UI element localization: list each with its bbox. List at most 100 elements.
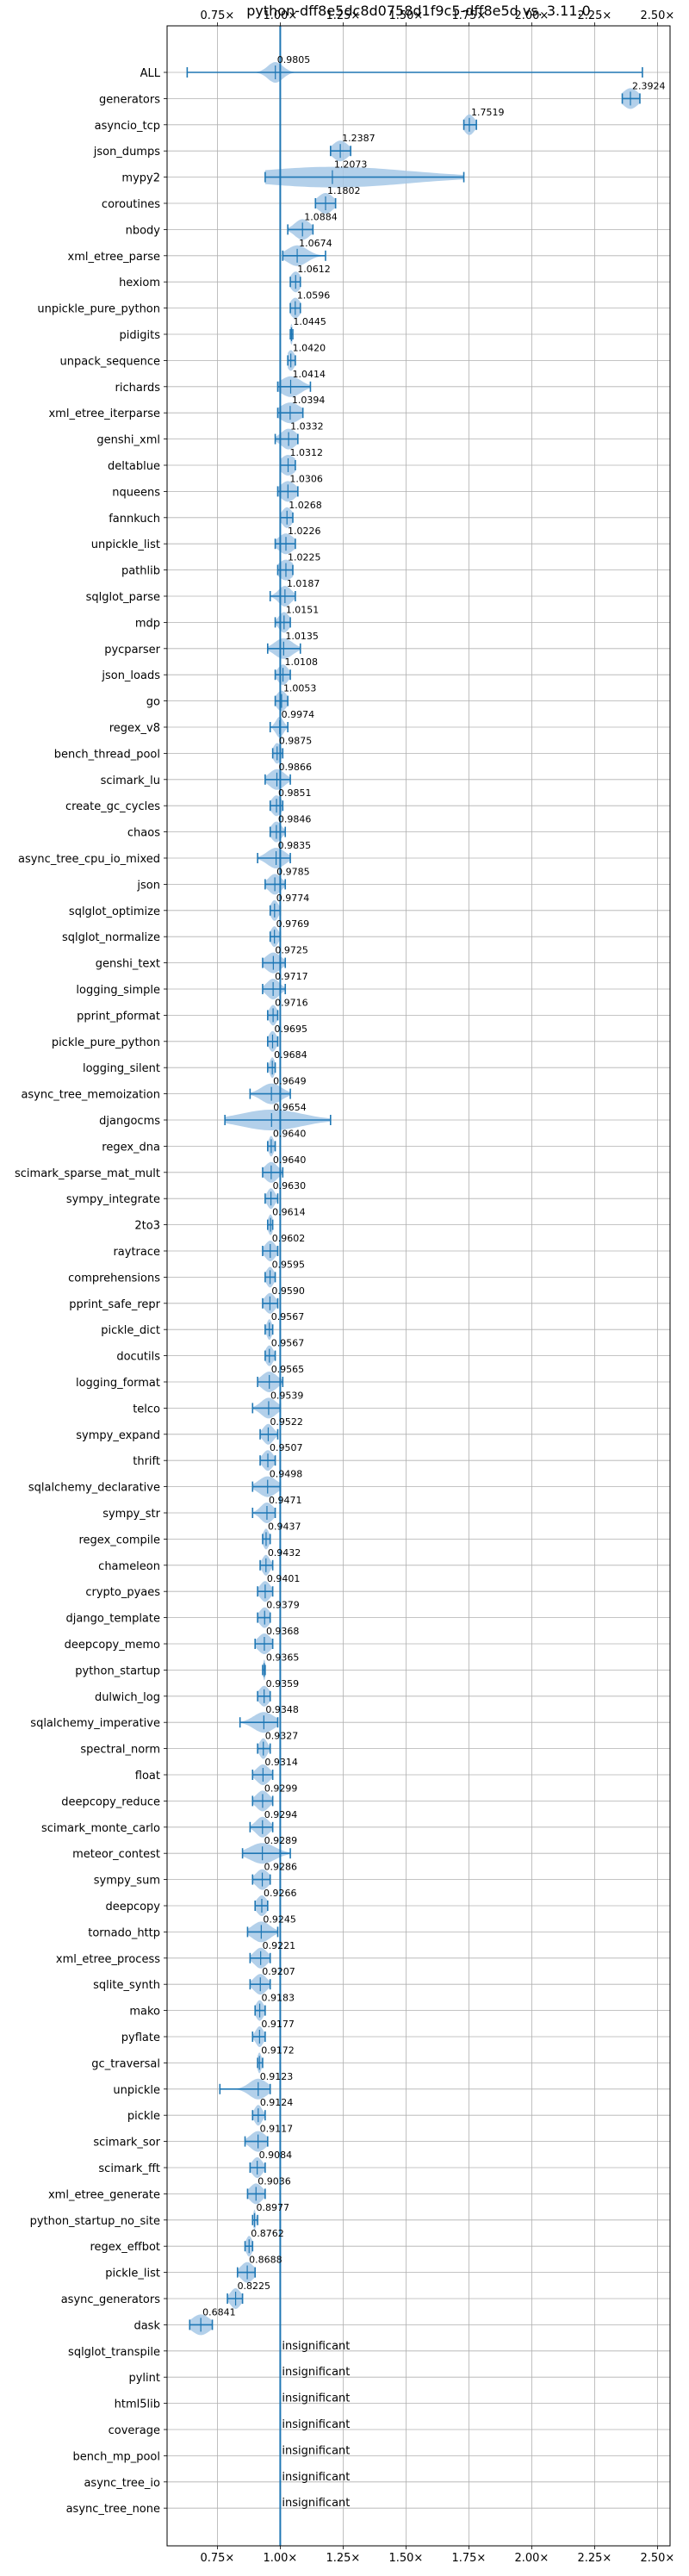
benchmark-label-deepcopy: deepcopy: [105, 1901, 160, 1913]
benchmark-label-sympy-expand: sympy_expand: [76, 1429, 160, 1442]
benchmark-label-genshi-xml: genshi_xml: [96, 434, 160, 447]
x-tick-label-bottom: 1.25×: [326, 2552, 360, 2565]
benchmark-label-hexiom: hexiom: [119, 277, 160, 289]
value-label-richards: 1.0414: [292, 369, 326, 380]
value-label-meteor-contest: 0.9289: [264, 1835, 298, 1846]
benchmark-label-regex-v8: regex_v8: [109, 722, 160, 735]
benchmark-label-spectral-norm: spectral_norm: [80, 1744, 160, 1757]
x-tick-label-top: 1.25×: [326, 9, 360, 22]
benchmark-label-genshi-text: genshi_text: [96, 958, 160, 971]
benchmark-label-deepcopy-memo: deepcopy_memo: [65, 1639, 160, 1652]
value-label-pyflate: 0.9177: [261, 2019, 295, 2030]
value-label-xml-etree-generate: 0.9036: [258, 2175, 291, 2187]
benchmark-label-xml-etree-parse: xml_etree_parse: [68, 251, 160, 264]
value-label-mako: 0.9183: [262, 1993, 295, 2004]
value-label-logging-simple: 0.9717: [275, 971, 308, 982]
axis-layer: 0.75× 0.75× 1.00× 1.00× 1.25× 1.25× 1.50× 1.50×…: [15, 9, 674, 2565]
value-label-hexiom: 1.0612: [297, 264, 331, 275]
benchmark-label-json-loads: json_loads: [101, 669, 160, 682]
grid-layer: [167, 26, 670, 2546]
benchmark-label-2to3: 2to3: [134, 1220, 160, 1233]
value-label-pickle-pure-python: 0.9695: [274, 1024, 307, 1035]
x-tick-label-top: 1.75×: [451, 9, 486, 22]
value-label-logging-silent: 0.9684: [274, 1049, 307, 1061]
benchmark-label-async-tree-io: async_tree_io: [84, 2477, 160, 2490]
value-label-2to3: 0.9614: [272, 1207, 306, 1218]
insignificant-label-sqlglot-transpile: insignificant: [282, 2340, 350, 2353]
value-label-xml-etree-iterparse: 1.0394: [292, 395, 326, 406]
value-label-pathlib: 1.0225: [288, 552, 321, 563]
value-label-sqlalchemy-declarative: 0.9498: [270, 1469, 303, 1480]
benchmark-label-fannkuch: fannkuch: [109, 513, 160, 526]
benchmark-label-pylint: pylint: [128, 2372, 160, 2385]
value-label-go: 1.0053: [283, 683, 317, 694]
benchmark-label-go: go: [146, 696, 160, 709]
x-tick-label-top: 2.50×: [640, 9, 674, 22]
value-label-async-tree-memoization: 0.9649: [273, 1076, 307, 1087]
value-label-genshi-xml: 1.0332: [290, 421, 324, 432]
benchmark-label-mypy2: mypy2: [121, 172, 160, 185]
benchmark-label-pycparser: pycparser: [104, 644, 160, 656]
value-label-float: 0.9314: [264, 1757, 298, 1768]
benchmark-label-coroutines: coroutines: [102, 198, 160, 211]
value-label-regex-compile: 0.9437: [268, 1521, 301, 1532]
value-label-dask: 0.6841: [202, 2306, 236, 2318]
x-tick-label-bottom: 2.50×: [640, 2552, 674, 2565]
value-label-json-dumps: 1.2387: [342, 133, 376, 144]
value-label-generators: 2.3924: [632, 80, 666, 91]
x-tick-label-top: 2.00×: [514, 9, 549, 22]
value-label-python-startup-no-site: 0.8977: [257, 2202, 290, 2213]
value-label-django-template: 0.9379: [266, 1600, 300, 1611]
value-label-unpickle: 0.9123: [260, 2071, 294, 2082]
benchmark-label-comprehensions: comprehensions: [68, 1272, 160, 1285]
benchmark-label-xml-etree-process: xml_etree_process: [56, 1953, 160, 1966]
value-label-create-gc-cycles: 0.9851: [278, 787, 312, 799]
insignificant-label-bench-mp-pool: insignificant: [282, 2444, 350, 2457]
benchmark-label-unpickle-pure-python: unpickle_pure_python: [37, 303, 160, 316]
value-label-python-startup: 0.9365: [266, 1652, 300, 1663]
benchmark-label-djangocms: djangocms: [99, 1115, 160, 1128]
benchmark-label-nqueens: nqueens: [112, 486, 160, 499]
value-label-pycparser: 1.0135: [285, 631, 319, 642]
value-label-deltablue: 1.0312: [290, 447, 324, 458]
benchmark-label-pyflate: pyflate: [121, 2032, 160, 2044]
benchmark-label-json-dumps: json_dumps: [93, 146, 160, 159]
value-label-sympy-str: 0.9471: [269, 1495, 302, 1506]
benchmark-label-chaos: chaos: [127, 827, 160, 840]
benchmark-label-html5lib: html5lib: [115, 2399, 160, 2411]
value-label-bench-thread-pool: 0.9875: [279, 735, 313, 746]
benchmark-label-sympy-integrate: sympy_integrate: [66, 1193, 160, 1206]
benchmark-label-logging-silent: logging_silent: [83, 1062, 160, 1075]
value-label-deepcopy: 0.9266: [264, 1888, 297, 1899]
benchmark-label-async-tree-memoization: async_tree_memoization: [21, 1089, 160, 1102]
benchmark-label-deepcopy-reduce: deepcopy_reduce: [61, 1795, 160, 1808]
value-label-sqlglot-optimize: 0.9774: [276, 893, 310, 904]
value-label-scimark-monte-carlo: 0.9294: [264, 1809, 298, 1820]
value-label-tornado-http: 0.9245: [263, 1913, 296, 1925]
benchmark-label-float: float: [135, 1770, 160, 1783]
benchmark-label-scimark-sparse-mat-mult: scimark_sparse_mat_mult: [15, 1167, 160, 1180]
value-label-xml-etree-process: 0.9221: [263, 1940, 296, 1951]
benchmark-label-generators: generators: [99, 93, 160, 106]
x-tick-label-bottom: 1.75×: [451, 2552, 486, 2565]
value-label-nbody: 1.0884: [304, 211, 338, 222]
benchmark-label-sqlalchemy-declarative: sqlalchemy_declarative: [28, 1482, 160, 1495]
benchmark-label-chameleon: chameleon: [98, 1560, 160, 1573]
value-label-logging-format: 0.9565: [271, 1364, 305, 1375]
value-label-chaos: 0.9846: [278, 814, 312, 825]
plot-frame: [166, 25, 671, 2547]
value-label-sympy-integrate: 0.9630: [273, 1180, 307, 1192]
value-label-unpack-sequence: 1.0420: [293, 342, 326, 353]
benchmark-label-dulwich-log: dulwich_log: [95, 1691, 160, 1704]
value-label-scimark-lu: 0.9866: [278, 762, 312, 773]
benchmark-label-mako: mako: [129, 2006, 160, 2019]
value-label-async-tree-cpu-io-mixed: 0.9835: [278, 840, 312, 851]
benchmark-label-raytrace: raytrace: [113, 1246, 160, 1259]
value-label-scimark-sor: 0.9117: [260, 2124, 294, 2135]
benchmark-label-sqlglot-transpile: sqlglot_transpile: [68, 2346, 160, 2359]
benchmark-label-gc-traversal: gc_traversal: [91, 2057, 160, 2070]
insignificant-label-async-tree-none: insignificant: [282, 2497, 350, 2510]
value-label-regex-dna: 0.9640: [273, 1128, 307, 1139]
x-tick-label-bottom: 1.00×: [263, 2552, 297, 2565]
benchmark-label-pickle-list: pickle_list: [105, 2268, 160, 2280]
